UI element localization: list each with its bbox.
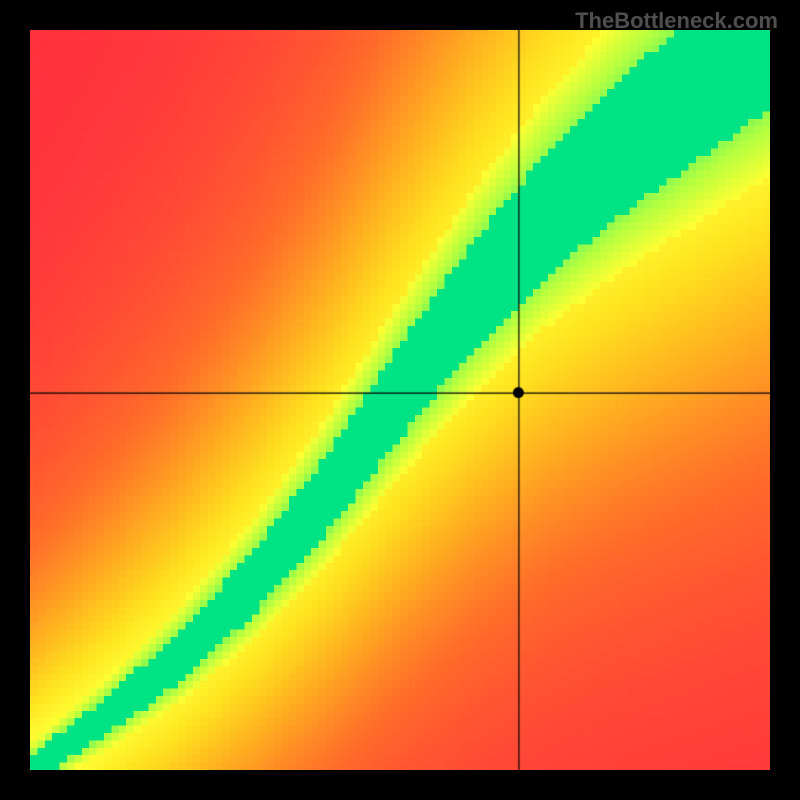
crosshair-overlay: [30, 30, 770, 770]
watermark-text: TheBottleneck.com: [575, 8, 778, 34]
